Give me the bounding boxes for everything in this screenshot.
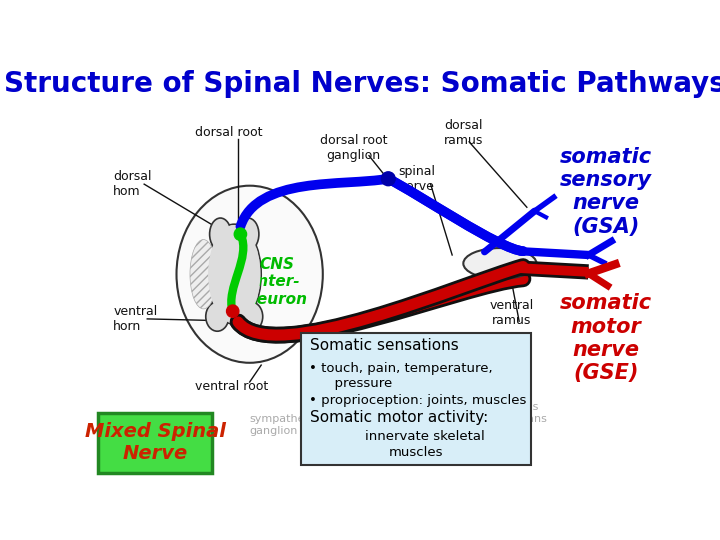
Text: spinal
nerve: spinal nerve bbox=[398, 165, 435, 193]
FancyBboxPatch shape bbox=[301, 333, 531, 465]
Text: Mixed Spinal
Nerve: Mixed Spinal Nerve bbox=[84, 422, 225, 463]
Text: white ramus: white ramus bbox=[469, 402, 539, 413]
Text: dorsal root: dorsal root bbox=[195, 126, 263, 139]
Ellipse shape bbox=[190, 240, 217, 309]
Text: Somatic motor activity:: Somatic motor activity: bbox=[310, 410, 489, 425]
Text: ganglion: ganglion bbox=[250, 426, 298, 436]
Text: Structure of Spinal Nerves: Somatic Pathways: Structure of Spinal Nerves: Somatic Path… bbox=[4, 70, 720, 98]
Text: communicans: communicans bbox=[469, 414, 547, 424]
Text: somatic
motor
nerve
(GSE): somatic motor nerve (GSE) bbox=[560, 293, 652, 383]
Ellipse shape bbox=[464, 248, 536, 279]
Ellipse shape bbox=[240, 302, 263, 331]
Ellipse shape bbox=[208, 225, 261, 323]
Text: somatic
sensory
nerve
(GSA): somatic sensory nerve (GSA) bbox=[560, 147, 652, 237]
Text: • proprioception: joints, muscles: • proprioception: joints, muscles bbox=[309, 394, 526, 407]
Text: ventral
horn: ventral horn bbox=[113, 305, 158, 333]
Ellipse shape bbox=[238, 218, 259, 251]
Text: sympathetic: sympathetic bbox=[250, 414, 319, 424]
Ellipse shape bbox=[176, 186, 323, 363]
Text: muscles: muscles bbox=[389, 446, 444, 458]
Text: communicans: communicans bbox=[361, 441, 439, 451]
Text: ventral root: ventral root bbox=[195, 380, 269, 393]
Ellipse shape bbox=[210, 218, 231, 251]
Text: gray ramus: gray ramus bbox=[361, 429, 426, 440]
Text: Somatic sensations: Somatic sensations bbox=[310, 338, 459, 353]
Text: innervate skeletal: innervate skeletal bbox=[348, 430, 485, 443]
Text: CNS
inter-
neuron: CNS inter- neuron bbox=[246, 257, 307, 307]
Text: ventral
ramus: ventral ramus bbox=[490, 299, 534, 327]
Text: dorsal
hom: dorsal hom bbox=[113, 170, 152, 198]
Circle shape bbox=[382, 172, 395, 186]
FancyBboxPatch shape bbox=[98, 413, 212, 473]
Ellipse shape bbox=[207, 224, 261, 325]
Circle shape bbox=[227, 305, 239, 318]
Text: dorsal
ramus: dorsal ramus bbox=[444, 119, 483, 146]
Ellipse shape bbox=[206, 302, 229, 331]
Circle shape bbox=[234, 228, 246, 240]
Text: dorsal root
ganglion: dorsal root ganglion bbox=[320, 134, 387, 162]
Text: • touch, pain, temperature,
      pressure: • touch, pain, temperature, pressure bbox=[309, 362, 492, 390]
